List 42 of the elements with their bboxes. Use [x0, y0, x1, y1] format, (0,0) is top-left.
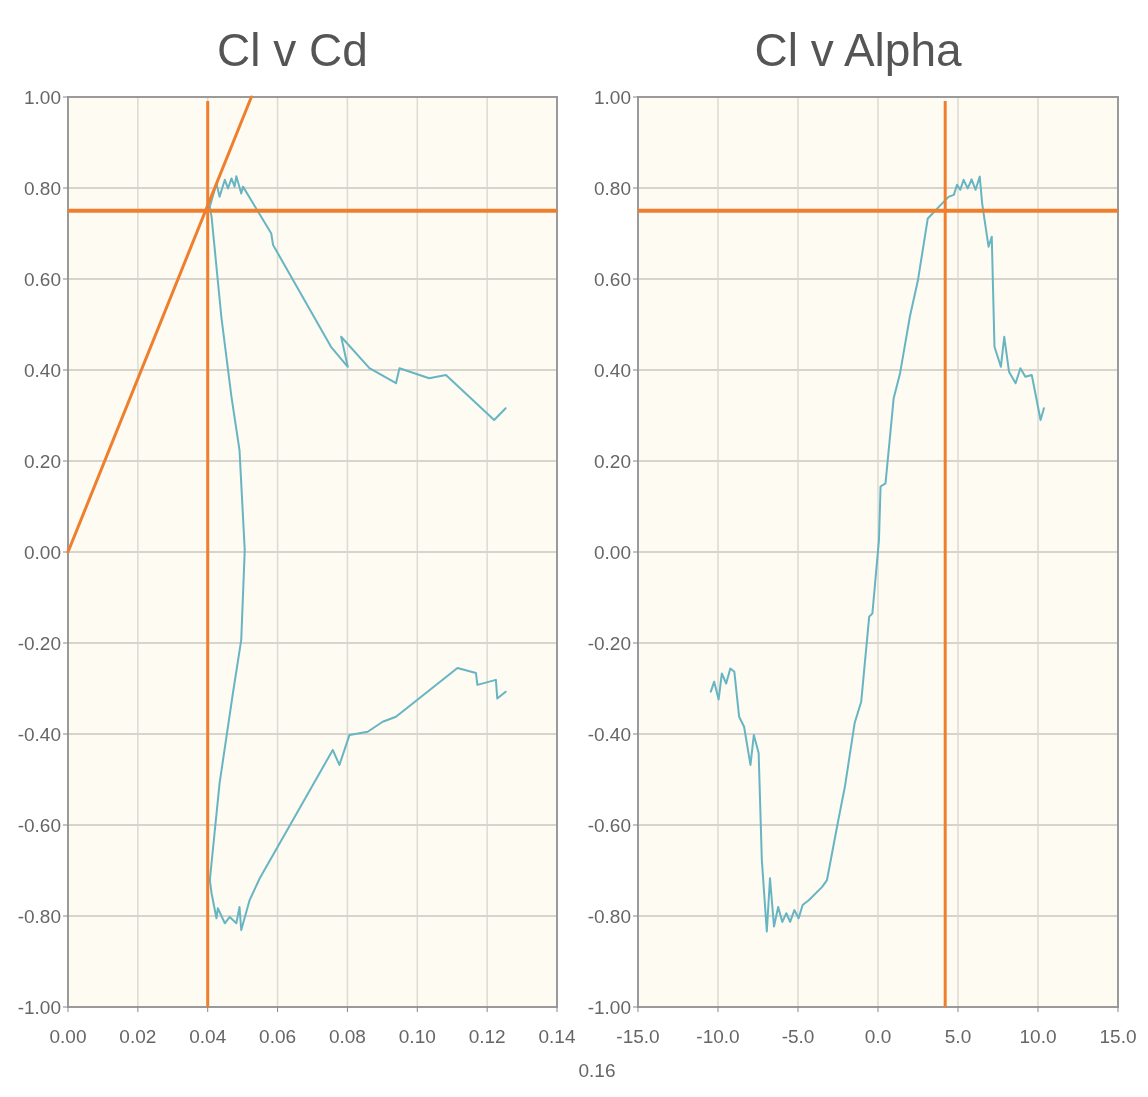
y-tick-label: 0.40	[24, 359, 61, 381]
x-tick-label: 0.10	[398, 1026, 436, 1047]
x-tick-label: -15.0	[616, 1026, 660, 1047]
y-tick-label: -0.20	[587, 632, 631, 654]
y-tick-label: 0.20	[594, 450, 631, 472]
chart-title: Cl v Cd	[217, 24, 368, 76]
y-tick-label: -0.20	[17, 632, 61, 654]
y-tick-label: 0.00	[594, 541, 631, 563]
y-tick-label: 0.00	[24, 541, 61, 563]
x-tick-label: 0.12	[468, 1026, 506, 1047]
y-tick-label: -0.80	[587, 905, 631, 927]
y-tick-label: 0.20	[24, 450, 61, 472]
line-series	[709, 175, 1045, 933]
y-tick-label: 1.00	[24, 86, 61, 108]
y-tick-label: 0.60	[24, 268, 61, 290]
y-tick-label: 0.80	[24, 177, 61, 199]
y-tick-label: 0.60	[594, 268, 631, 290]
chart-title: Cl v Alpha	[754, 24, 962, 76]
line-series	[208, 175, 507, 932]
text: 0.16	[578, 1060, 616, 1081]
y-tick-label: 1.00	[594, 86, 631, 108]
x-tick-label: -10.0	[696, 1026, 740, 1047]
y-tick-label: -0.40	[587, 723, 631, 745]
x-tick-label: 5.0	[944, 1026, 972, 1047]
y-tick-label: -0.60	[587, 814, 631, 836]
y-tick-label: 0.80	[594, 177, 631, 199]
x-tick-label: 0.00	[49, 1026, 87, 1047]
x-tick-label: 0.02	[119, 1026, 157, 1047]
x-tick-label: 0.14	[538, 1026, 576, 1047]
x-tick-label: -5.0	[781, 1026, 815, 1047]
y-tick-label: -0.80	[17, 905, 61, 927]
x-tick-label: 10.0	[1019, 1026, 1057, 1047]
y-tick-label: -1.00	[17, 996, 61, 1018]
y-tick-label: -0.40	[17, 723, 61, 745]
x-tick-label: 0.08	[328, 1026, 366, 1047]
y-tick-label: 0.40	[594, 359, 631, 381]
x-tick-label: 0.06	[259, 1026, 297, 1047]
y-tick-label: -1.00	[587, 996, 631, 1018]
x-tick-label: 0.04	[189, 1026, 227, 1047]
x-tick-label: 0.0	[864, 1026, 892, 1047]
y-tick-label: -0.60	[17, 814, 61, 836]
x-tick-label: 15.0	[1099, 1026, 1137, 1047]
